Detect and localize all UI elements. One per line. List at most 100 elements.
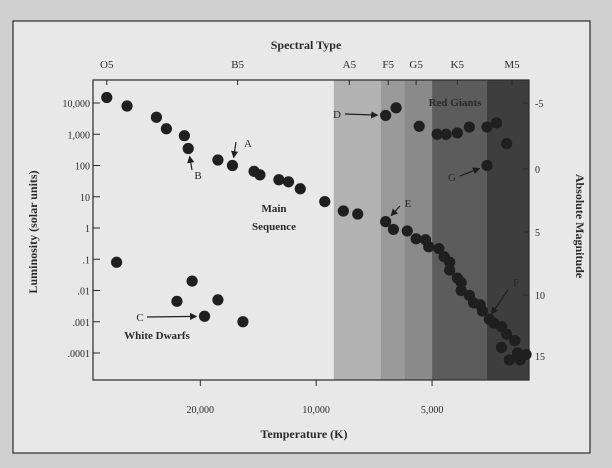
y-tick-label: 100 bbox=[75, 162, 90, 173]
spectral-type-label: G5 bbox=[409, 59, 423, 71]
region-label: Main bbox=[261, 203, 286, 215]
star-point bbox=[390, 102, 402, 114]
y-tick-label: 10 bbox=[80, 193, 90, 204]
annotation-label: C bbox=[136, 312, 143, 324]
star-point bbox=[495, 341, 508, 354]
star-point bbox=[186, 275, 198, 287]
star-point bbox=[237, 316, 249, 328]
y-tick-label: .01 bbox=[78, 287, 91, 298]
y-tick-label: .0001 bbox=[68, 349, 91, 360]
annotation-arrow bbox=[491, 289, 509, 315]
region-label: White Dwarfs bbox=[124, 330, 190, 342]
y-tick-label: 1,000 bbox=[68, 130, 91, 141]
star-point bbox=[401, 225, 413, 237]
annotation-label: B bbox=[194, 170, 201, 182]
spectral-type-label: F5 bbox=[382, 59, 394, 71]
region-label: Sequence bbox=[252, 221, 296, 233]
star-point bbox=[226, 159, 239, 172]
luminosity-axis: 10,000 1,000 100 10 1 .1 .01 .001 .0001 bbox=[63, 99, 100, 360]
star-point bbox=[520, 348, 532, 361]
temperature-band bbox=[333, 80, 381, 380]
temperature-axis: 20,000 10,000 5,000 bbox=[187, 380, 444, 416]
chart-title: Spectral Type bbox=[271, 38, 342, 52]
star-point bbox=[444, 256, 456, 268]
star-point bbox=[254, 169, 266, 181]
y2-axis-label: Absolute Magnitude bbox=[573, 174, 587, 279]
star-point bbox=[121, 100, 133, 112]
annotation-label: E bbox=[405, 198, 412, 210]
star-point bbox=[451, 127, 463, 139]
spectral-type-axis: O5 B5 A5 F5 G5 K5 M5 bbox=[100, 59, 520, 85]
y2-tick-label: 5 bbox=[535, 228, 540, 239]
star-points bbox=[101, 91, 532, 366]
star-point bbox=[463, 121, 475, 133]
star-point bbox=[319, 195, 331, 208]
star-point bbox=[171, 295, 183, 307]
y-tick-label: 10,000 bbox=[63, 99, 91, 110]
star-point bbox=[490, 117, 503, 129]
star-point bbox=[273, 174, 285, 186]
star-point bbox=[444, 264, 456, 276]
annotation-arrow bbox=[187, 155, 195, 171]
star-point bbox=[410, 233, 422, 245]
y-axis-label: Luminosity (solar units) bbox=[26, 170, 40, 293]
x-tick-label: 10,000 bbox=[302, 405, 330, 416]
annotation-label: A bbox=[244, 138, 252, 150]
spectral-type-label: B5 bbox=[231, 59, 244, 71]
x-tick-label: 5,000 bbox=[421, 405, 444, 416]
y2-tick-label: -5 bbox=[535, 99, 543, 110]
annotation-label: D bbox=[333, 109, 341, 121]
annotation-label: G bbox=[448, 172, 456, 184]
x-tick-label: 20,000 bbox=[187, 405, 215, 416]
star-point bbox=[501, 138, 513, 150]
spectral-type-label: K5 bbox=[451, 59, 465, 71]
spectral-type-label: M5 bbox=[504, 59, 520, 71]
star-point bbox=[481, 121, 493, 133]
temperature-band bbox=[432, 80, 487, 380]
star-point bbox=[423, 241, 435, 253]
y2-tick-label: 15 bbox=[535, 352, 545, 363]
annotation-label: F bbox=[513, 277, 519, 289]
spectral-type-label: A5 bbox=[343, 59, 357, 71]
star-point bbox=[481, 159, 493, 172]
star-point bbox=[294, 183, 306, 195]
y2-tick-label: 0 bbox=[535, 165, 540, 176]
star-point bbox=[110, 256, 123, 268]
region-labels: Main Sequence Red Giants White Dwarfs bbox=[124, 97, 482, 342]
y-tick-label: .001 bbox=[73, 318, 91, 329]
magnitude-axis: -5 0 5 10 15 bbox=[523, 99, 545, 363]
star-point bbox=[178, 130, 190, 142]
star-point bbox=[387, 223, 400, 236]
star-point bbox=[476, 305, 489, 317]
star-point bbox=[101, 91, 113, 104]
plot-frame bbox=[92, 79, 530, 381]
star-point bbox=[182, 142, 194, 155]
star-point bbox=[501, 328, 513, 340]
annotations: A B C D E F G bbox=[136, 109, 519, 324]
star-point bbox=[150, 111, 163, 123]
star-point bbox=[455, 276, 467, 289]
star-point bbox=[352, 208, 364, 220]
star-point bbox=[509, 334, 521, 347]
star-point bbox=[503, 354, 515, 366]
annotation-arrow bbox=[390, 205, 401, 217]
star-point bbox=[212, 154, 224, 166]
star-point bbox=[160, 123, 172, 135]
star-point bbox=[282, 176, 295, 188]
star-point bbox=[413, 120, 425, 132]
annotation-arrow bbox=[344, 111, 379, 119]
star-point bbox=[440, 128, 452, 140]
y-tick-label: .1 bbox=[83, 255, 91, 266]
star-point bbox=[380, 216, 392, 228]
star-point bbox=[198, 310, 211, 322]
y2-tick-label: 10 bbox=[535, 291, 545, 302]
annotation-arrow bbox=[231, 141, 239, 159]
y-tick-label: 1 bbox=[85, 224, 90, 235]
x-axis-label: Temperature (K) bbox=[261, 427, 348, 441]
star-point bbox=[212, 294, 224, 306]
star-point bbox=[433, 242, 445, 255]
annotation-arrow bbox=[459, 167, 481, 177]
annotation-arrow bbox=[146, 312, 198, 321]
star-point bbox=[380, 109, 392, 122]
